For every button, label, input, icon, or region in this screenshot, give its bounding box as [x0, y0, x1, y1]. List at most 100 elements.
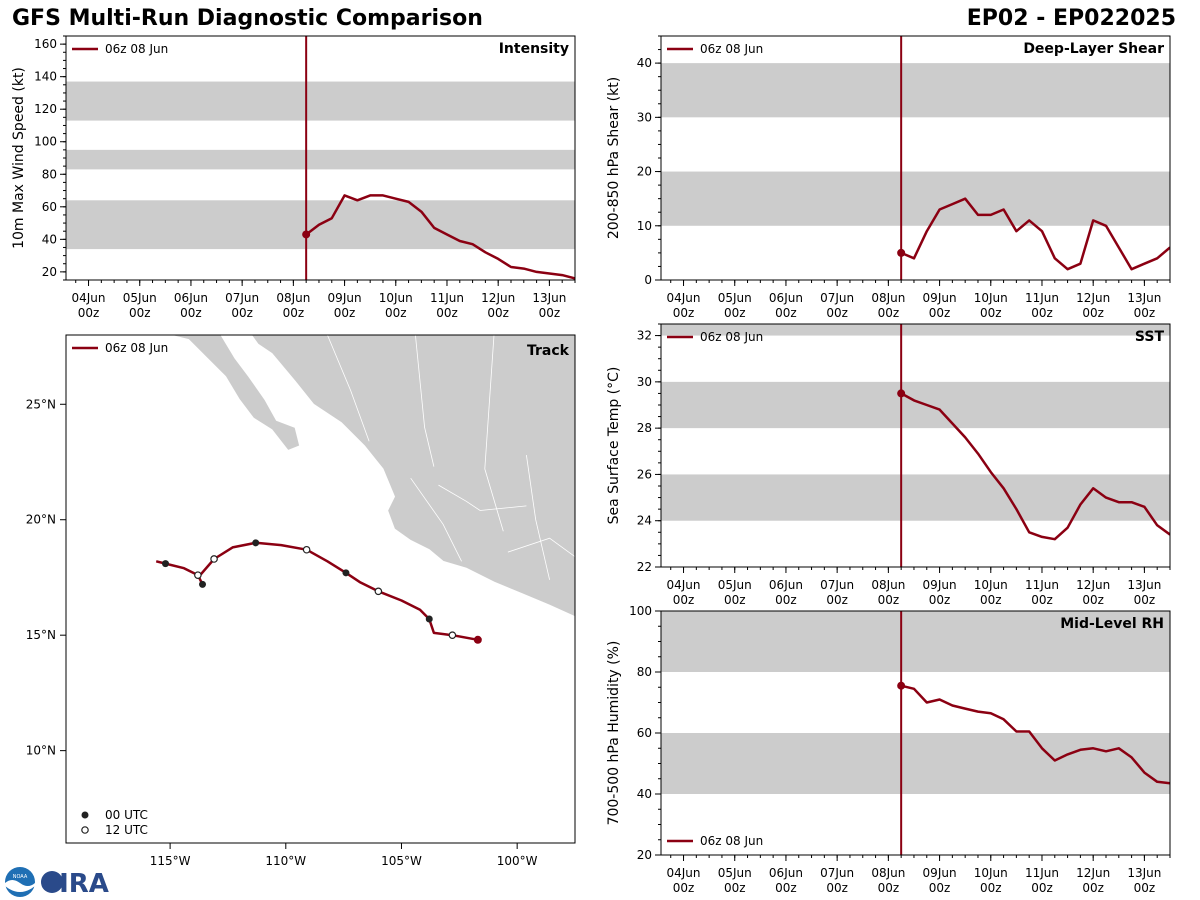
x-tick-label: 08Jun: [871, 291, 905, 305]
page-title: GFS Multi-Run Diagnostic Comparison: [12, 6, 483, 31]
y-tick-label: 40: [42, 232, 57, 246]
y-axis-label: 700-500 hPa Humidity (%): [606, 641, 622, 826]
legend-label: 06z 08 Jun: [700, 834, 763, 848]
y-tick-label: 100: [34, 135, 57, 149]
x-tick-label: 115°W: [150, 854, 191, 868]
chart-title: Deep-Layer Shear: [1023, 41, 1164, 57]
x-tick-hour-label: 00z: [129, 306, 151, 320]
x-tick-label: 04Jun: [667, 578, 701, 592]
x-tick-hour-label: 00z: [826, 593, 848, 607]
y-axis-label: 200-850 hPa Shear (kt): [606, 77, 622, 239]
x-tick-hour-label: 00z: [1031, 593, 1053, 607]
track-point-12utc: [194, 571, 202, 579]
x-tick-hour-label: 00z: [980, 593, 1002, 607]
plot-frame: [65, 334, 576, 844]
x-tick-label: 11Jun: [1025, 291, 1059, 305]
x-tick-label: 13Jun: [532, 291, 566, 305]
x-tick-hour-label: 00z: [436, 306, 458, 320]
track-point-12utc: [448, 631, 457, 639]
x-tick-label: 05Jun: [718, 578, 752, 592]
x-tick-label: 12Jun: [1076, 866, 1110, 880]
init-point: [897, 681, 906, 690]
y-tick-label: 40: [637, 787, 652, 801]
x-tick-label: 11Jun: [430, 291, 464, 305]
x-tick-label: 09Jun: [328, 291, 362, 305]
x-tick-hour-label: 00z: [878, 881, 900, 895]
y-tick-label: 140: [34, 70, 57, 84]
x-tick-hour-label: 00z: [1031, 881, 1053, 895]
x-tick-label: 07Jun: [820, 578, 854, 592]
rh-chart: 04Jun00z05Jun00z06Jun00z07Jun00z08Jun00z…: [606, 604, 1171, 895]
series-line: [900, 684, 1170, 785]
x-tick-label: 06Jun: [769, 578, 803, 592]
x-tick-hour-label: 00z: [775, 593, 797, 607]
chart-title: Mid-Level RH: [1060, 616, 1164, 632]
x-tick-label: 06Jun: [174, 291, 208, 305]
x-tick-hour-label: 00z: [673, 593, 695, 607]
y-tick-label: 25°N: [26, 397, 56, 411]
track-point-00utc: [161, 560, 169, 568]
y-tick-label: 160: [34, 37, 57, 51]
x-tick-label: 12Jun: [1076, 291, 1110, 305]
series-line: [900, 197, 1170, 271]
x-tick-label: 100°W: [497, 854, 538, 868]
track-line: [155, 541, 479, 642]
state-border: [526, 455, 550, 580]
threshold-band: [661, 324, 1170, 336]
legend-label: 06z 08 Jun: [700, 42, 763, 56]
threshold-band: [661, 63, 1170, 118]
x-tick-hour-label: 00z: [283, 306, 305, 320]
x-tick-hour-label: 00z: [878, 306, 900, 320]
x-tick-hour-label: 00z: [1031, 306, 1053, 320]
threshold-band: [661, 733, 1170, 794]
y-tick-label: 120: [34, 102, 57, 116]
x-tick-hour-label: 00z: [1134, 593, 1156, 607]
init-point: [897, 389, 906, 398]
state-border: [415, 335, 435, 467]
y-axis-label: 10m Max Wind Speed (kt): [11, 67, 27, 249]
x-tick-label: 04Jun: [72, 291, 106, 305]
x-tick-hour-label: 00z: [826, 881, 848, 895]
x-tick-label: 13Jun: [1127, 291, 1161, 305]
y-tick-label: 10: [637, 219, 652, 233]
state-border: [484, 335, 504, 532]
globe-icon: [41, 871, 63, 893]
x-tick-hour-label: 00z: [1134, 306, 1156, 320]
x-tick-label: 07Jun: [820, 291, 854, 305]
plot-frame: [660, 323, 1171, 568]
track-point-12utc: [374, 587, 383, 596]
x-tick-label: 09Jun: [923, 578, 957, 592]
x-tick-hour-label: 00z: [231, 306, 253, 320]
x-tick-label: 10Jun: [379, 291, 413, 305]
track-point-00utc: [425, 615, 433, 623]
legend-label: 06z 08 Jun: [105, 42, 168, 56]
y-tick-label: 40: [637, 56, 652, 70]
x-tick-label: 105°W: [381, 854, 422, 868]
y-tick-label: 24: [637, 514, 652, 528]
legend-label-12utc: 12 UTC: [105, 823, 148, 837]
x-tick-label: 09Jun: [923, 291, 957, 305]
x-tick-label: 12Jun: [1076, 578, 1110, 592]
y-tick-label: 10°N: [26, 744, 56, 758]
x-tick-hour-label: 00z: [487, 306, 509, 320]
x-tick-label: 09Jun: [923, 866, 957, 880]
x-tick-label: 08Jun: [871, 866, 905, 880]
y-tick-label: 30: [637, 375, 652, 389]
x-tick-label: 07Jun: [225, 291, 259, 305]
x-tick-label: 10Jun: [974, 291, 1008, 305]
legend-marker-00utc: [81, 811, 89, 819]
x-tick-label: 08Jun: [871, 578, 905, 592]
track-start-point: [473, 635, 482, 644]
x-tick-hour-label: 00z: [724, 881, 746, 895]
y-tick-label: 22: [637, 560, 652, 574]
state-border: [507, 537, 575, 558]
x-tick-hour-label: 00z: [1082, 881, 1104, 895]
y-tick-label: 28: [637, 421, 652, 435]
x-tick-hour-label: 00z: [929, 306, 951, 320]
y-tick-label: 20: [42, 265, 57, 279]
threshold-band: [661, 474, 1170, 521]
cira-noaa-logo: NOAA CIRA: [5, 867, 109, 898]
x-tick-label: 06Jun: [769, 866, 803, 880]
x-tick-hour-label: 00z: [180, 306, 202, 320]
